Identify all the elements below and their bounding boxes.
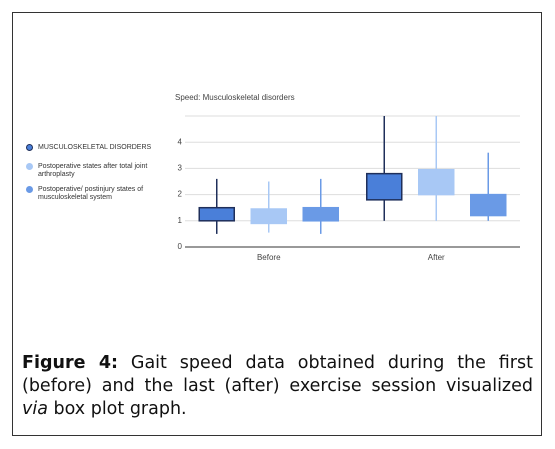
caption-text: box plot graph. bbox=[47, 399, 187, 419]
x-tick-label: After bbox=[428, 253, 445, 262]
y-tick-label: 0 bbox=[178, 242, 183, 251]
legend-label: Postoperative/ postinjury states of musc… bbox=[38, 186, 144, 201]
y-tick-label: 4 bbox=[178, 137, 183, 146]
x-tick-label: Before bbox=[257, 253, 281, 262]
box bbox=[302, 206, 339, 222]
caption: Figure 4: Gait speed data obtained durin… bbox=[22, 352, 533, 421]
legend-swatch bbox=[26, 144, 33, 151]
y-tick-label: 1 bbox=[178, 216, 183, 225]
caption-italic: via bbox=[22, 399, 48, 419]
chart-title: Speed: Musculoskeletal disorders bbox=[175, 93, 295, 102]
box bbox=[198, 206, 235, 222]
legend-item: Postoperative/ postinjury states of musc… bbox=[26, 186, 166, 202]
box bbox=[470, 193, 507, 217]
legend-swatch bbox=[26, 186, 33, 193]
legend-label: MUSCULOSKELETAL DISORDERS bbox=[38, 144, 152, 151]
y-tick-label: 2 bbox=[178, 190, 183, 199]
legend-item: Postoperative states after total joint a… bbox=[26, 163, 166, 179]
legend-item: MUSCULOSKELETAL DISORDERS bbox=[26, 144, 166, 152]
caption-text: Gait speed data obtained during the firs… bbox=[22, 353, 533, 396]
legend-swatch bbox=[26, 163, 33, 170]
legend-label: Postoperative states after total joint a… bbox=[38, 163, 148, 178]
box bbox=[366, 172, 403, 201]
box bbox=[418, 168, 455, 196]
caption-label: Figure 4: bbox=[22, 353, 119, 373]
y-tick-label: 3 bbox=[178, 164, 183, 173]
box bbox=[250, 208, 287, 225]
frame bbox=[12, 12, 542, 436]
